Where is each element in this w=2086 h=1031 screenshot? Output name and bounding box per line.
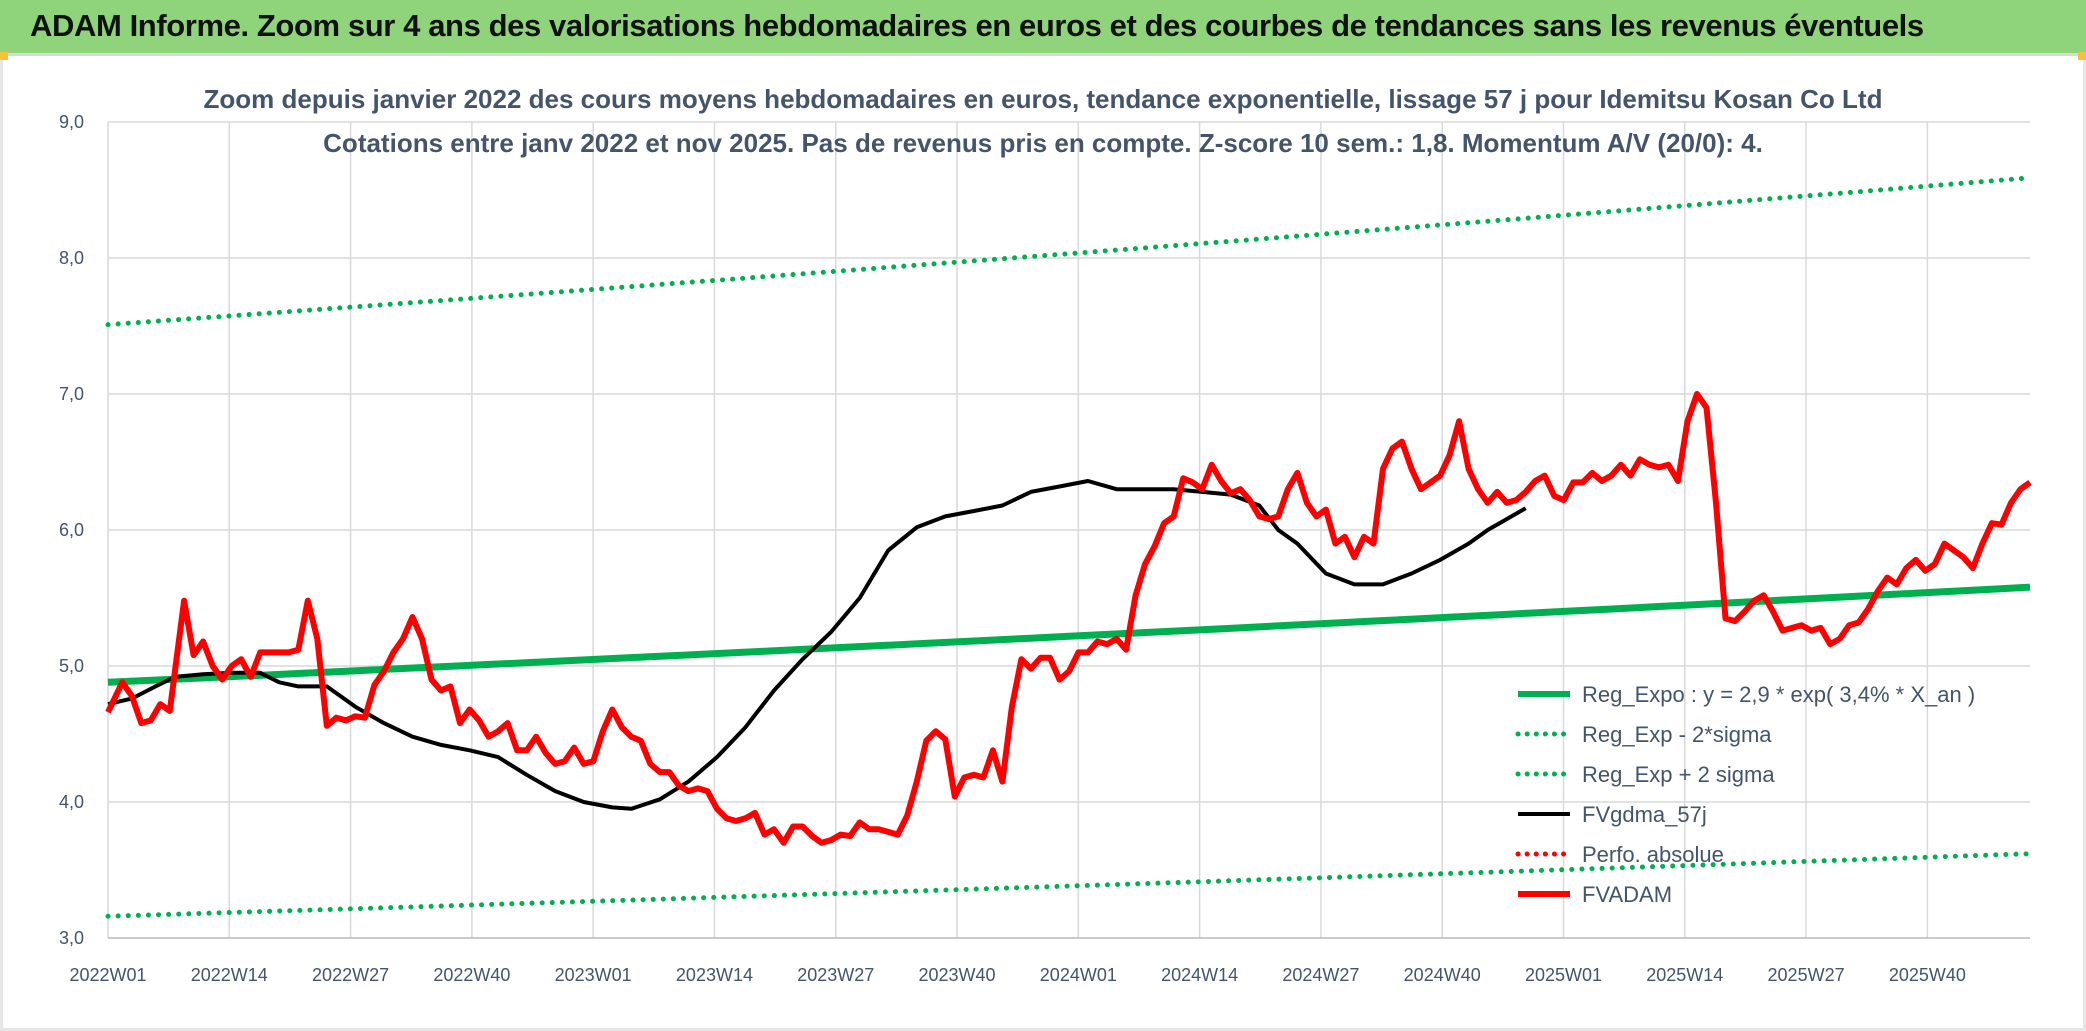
y-tick-label: 9,0 (59, 112, 84, 132)
y-axis: 3,0 4,0 5,0 6,0 7,0 8,0 9,0 (59, 112, 84, 948)
x-tick-label: 2025W01 (1525, 965, 1602, 985)
y-tick-label: 4,0 (59, 792, 84, 812)
report-banner: ADAM Informe. Zoom sur 4 ans des valoris… (0, 0, 2086, 56)
x-tick-label: 2024W14 (1161, 965, 1238, 985)
x-tick-label: 2024W27 (1282, 965, 1359, 985)
x-tick-label: 2025W40 (1889, 965, 1966, 985)
series-fvadam (105, 391, 2032, 846)
series-reg-exp-plus-2sigma (105, 175, 2033, 328)
x-tick-label: 2024W40 (1404, 965, 1481, 985)
x-tick-label: 2023W40 (919, 965, 996, 985)
x-tick-label: 2022W14 (191, 965, 268, 985)
legend-label-perfo: Perfo. absolue (1582, 842, 1724, 867)
grid (107, 121, 2030, 939)
corner-marker-left (0, 52, 8, 60)
y-tick-label: 6,0 (59, 520, 84, 540)
chart-title: Zoom depuis janvier 2022 des cours moyen… (204, 84, 1883, 114)
legend-label-fvadam: FVADAM (1582, 882, 1672, 907)
x-tick-label: 2023W01 (555, 965, 632, 985)
series-reg-exp-minus-2sigma (105, 851, 2033, 919)
x-tick-label: 2022W27 (312, 965, 389, 985)
legend-label-reg_expo: Reg_Expo : y = 2,9 * exp( 3,4% * X_an ) (1582, 682, 1975, 707)
x-axis: 2022W01 2022W14 2022W27 2022W40 2023W01 2023W… (69, 965, 1965, 985)
chart-subtitle: Cotations entre janv 2022 et nov 2025. P… (323, 128, 1763, 158)
y-tick-label: 7,0 (59, 384, 84, 404)
x-tick-label: 2023W14 (676, 965, 753, 985)
report-title: ADAM Informe. Zoom sur 4 ans des valoris… (30, 8, 1924, 43)
y-tick-label: 3,0 (59, 928, 84, 948)
x-tick-label: 2022W40 (433, 965, 510, 985)
corner-marker-right (2078, 52, 2086, 60)
legend: Reg_Expo : y = 2,9 * exp( 3,4% * X_an ) R… (1515, 682, 1975, 907)
x-tick-label: 2025W27 (1768, 965, 1845, 985)
y-tick-label: 5,0 (59, 656, 84, 676)
x-tick-label: 2023W27 (797, 965, 874, 985)
legend-label-reg_plus: Reg_Exp + 2 sigma (1582, 762, 1775, 787)
series-lines (105, 175, 2033, 919)
legend-label-fvgdma: FVgdma_57j (1582, 802, 1707, 827)
x-tick-label: 2024W01 (1040, 965, 1117, 985)
y-tick-label: 8,0 (59, 248, 84, 268)
x-tick-label: 2025W14 (1646, 965, 1723, 985)
x-tick-label: 2022W01 (69, 965, 146, 985)
legend-label-reg_minus: Reg_Exp - 2*sigma (1582, 722, 1772, 747)
